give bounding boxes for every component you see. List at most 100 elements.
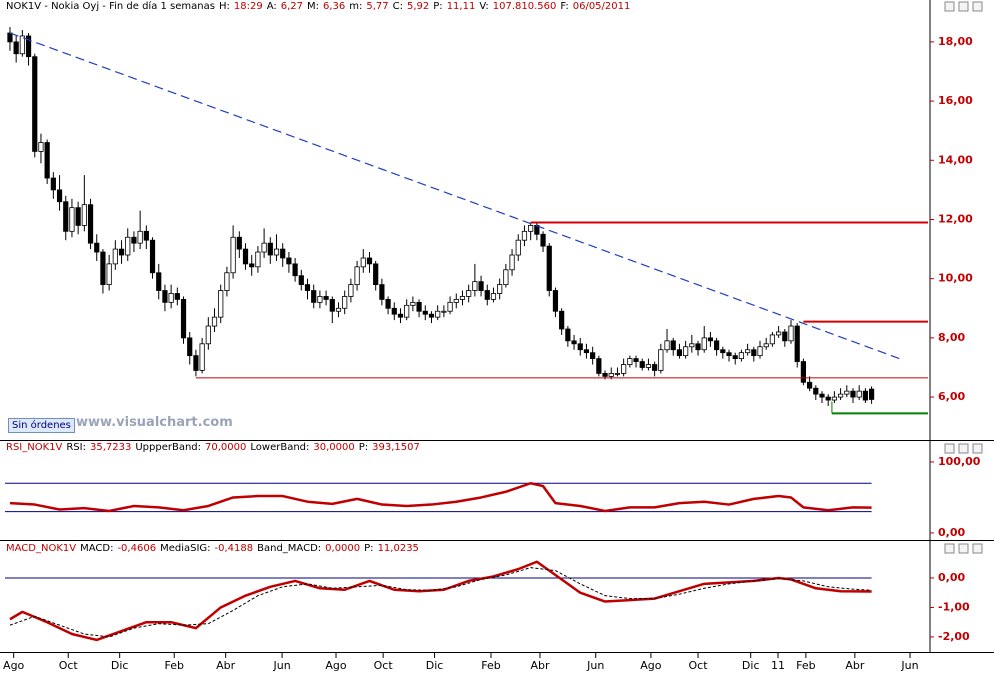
candle-body [342,296,348,309]
field-value: 393,1507 [372,442,420,453]
candle-body [211,316,218,327]
indicator-line [9,482,872,513]
candle-body [292,263,298,277]
candle-body [317,296,323,303]
window-button[interactable] [972,1,983,12]
candle-body [19,35,25,55]
candle-body [410,301,416,306]
drawing-line [9,32,900,360]
y-tick-label: 0,00 [938,526,965,539]
candle-body [435,310,441,318]
candle-body [769,334,776,345]
candle-body [63,201,69,232]
candle-body [738,352,745,360]
field-value: 6,27 [280,1,303,12]
candle-body [255,251,261,268]
window-button[interactable] [958,443,969,454]
candle-body [447,301,453,312]
x-tick-label: Jun [900,659,918,672]
orders-button[interactable]: Sin órdenes [8,418,75,433]
x-tick-label: Abr [530,659,550,672]
candle-body [131,236,137,244]
field-value: -0,4188 [214,543,254,554]
candle-body [472,281,478,291]
candle-body [360,257,366,268]
panel-header: RSI_NOK1V RSI: 35,7233 UppperBand: 70,0000 Lo… [6,442,420,453]
candle-body [782,331,788,342]
candle-body [608,373,614,377]
window-button[interactable] [944,1,955,12]
candle-body [56,189,63,203]
x-tick-label: Ago [325,659,347,672]
panel-title: NOK1V - Nokia Oyj - Fin de día 1 semanas [6,1,215,12]
y-tick-label: 18,00 [938,35,973,48]
y-tick-label: 0,00 [938,571,965,584]
candle-body [732,355,738,360]
panel-header: MACD_NOK1V MACD: -0,4606 MediaSIG: -0,4188 Ba… [6,543,419,554]
candle-body [590,352,596,360]
candle-body [149,239,156,274]
candle-body [112,248,118,265]
window-button[interactable] [958,543,969,554]
candle-body [180,299,187,339]
candle-body [348,284,354,297]
candle-body [714,340,720,351]
field-value: 06/05/2011 [572,1,631,12]
candle-body [379,284,385,300]
candle-body [658,349,664,371]
candle-body [366,257,373,265]
field-label: F: [560,1,569,12]
candle-body [298,275,304,286]
candle-body [645,364,652,368]
candle-body [515,239,521,256]
candle-body [466,290,472,297]
window-button[interactable] [944,543,955,554]
candle-body [757,346,763,357]
field-value: 35,7233 [89,442,132,453]
candle-body [484,290,490,300]
window-button[interactable] [972,443,983,454]
window-button[interactable] [944,443,955,454]
x-tick-label: Feb [796,659,815,672]
candle-body [137,230,143,244]
window-button[interactable] [972,543,983,554]
candle-body [521,230,528,241]
candle-body [422,310,428,315]
candle-body [404,304,410,318]
candle-body [94,242,100,253]
candle-body [819,393,825,398]
candle-body [416,301,422,312]
field-value: 11,11 [446,1,476,12]
candle-body [261,242,267,253]
candle-body [546,245,552,291]
candle-body [100,251,106,286]
field-label: A: [266,1,277,12]
window-button[interactable] [958,1,969,12]
panel-title: MACD_NOK1V [6,543,77,554]
candle-body [552,290,559,312]
field-value: 11,0235 [377,543,419,554]
field-label: MediaSIG: [160,543,211,554]
candle-body [751,349,757,357]
field-label: P: [364,543,374,554]
y-tick-label: 8,00 [938,331,965,344]
candle-body [323,296,329,300]
candle-body [236,236,242,250]
candle-body [676,349,683,357]
candle-body [726,352,732,357]
candle-body [218,290,224,318]
candle-body [25,35,32,58]
candle-body [695,343,701,351]
candle-body [453,299,459,303]
candle-body [224,272,230,291]
field-label: LowerBand: [250,442,310,453]
x-tick-label: Dic [426,659,444,672]
candle-body [825,396,831,401]
x-tick-label: Feb [164,659,183,672]
candle-body [118,248,125,256]
field-label: UppperBand: [135,442,202,453]
candle-body [509,254,515,271]
candle-body [143,230,149,241]
y-tick-label: 10,00 [938,272,973,285]
